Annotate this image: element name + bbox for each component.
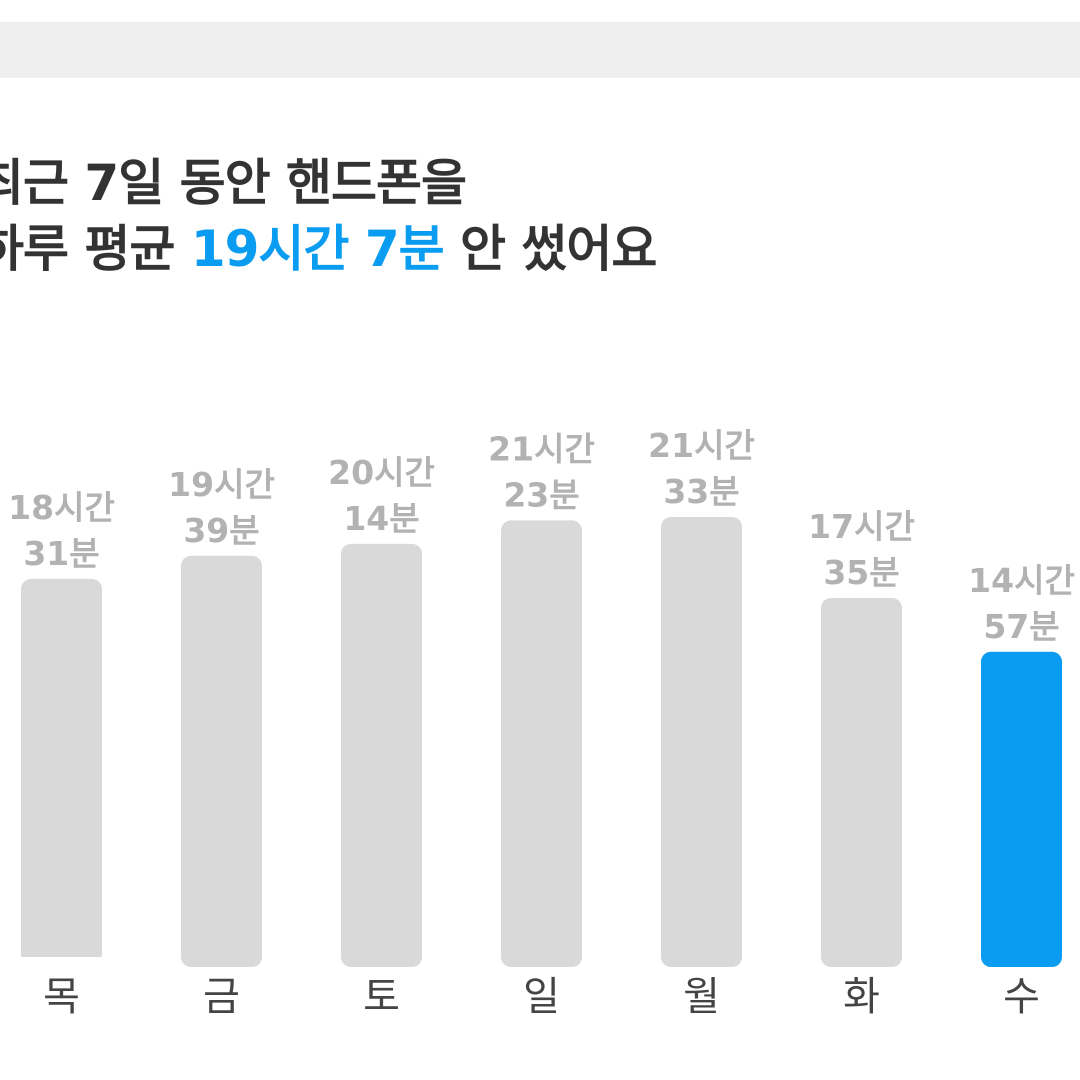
bar-토 xyxy=(341,543,422,967)
bar-일 xyxy=(501,520,582,967)
headline: 최근 7일 동안 핸드폰을 하루 평균 19시간 7분 안 썼어요 xyxy=(0,150,657,282)
bar-월 xyxy=(661,517,742,967)
value-label-hours: 14시간 xyxy=(968,561,1075,600)
day-label: 월 xyxy=(683,974,720,1020)
value-label-hours: 21시간 xyxy=(488,429,595,468)
value-label-minutes: 31분 xyxy=(23,534,99,573)
value-label-minutes: 35분 xyxy=(823,553,899,592)
average-time-highlight: 19시간 7분 xyxy=(190,220,445,278)
value-label-hours: 18시간 xyxy=(8,488,115,527)
value-label-minutes: 39분 xyxy=(183,511,259,550)
headline-suffix: 안 썼어요 xyxy=(443,220,657,278)
bar-화 xyxy=(821,597,902,967)
headline-prefix: 하루 평균 xyxy=(0,220,175,278)
value-label-minutes: 14분 xyxy=(343,499,419,538)
top-strip xyxy=(0,22,1080,78)
day-label: 금 xyxy=(203,974,240,1020)
bar-목 xyxy=(21,578,102,967)
value-label-minutes: 33분 xyxy=(663,472,739,511)
value-label-hours: 20시간 xyxy=(328,453,435,492)
day-label: 화 xyxy=(843,974,880,1020)
day-label: 수 xyxy=(1003,974,1040,1020)
headline-line-1: 최근 7일 동안 핸드폰을 xyxy=(0,154,467,212)
day-label: 목 xyxy=(43,974,80,1020)
value-label-minutes: 57분 xyxy=(983,607,1059,646)
headline-line-2: 하루 평균 19시간 7분 안 썼어요 xyxy=(0,216,657,282)
value-label-hours: 21시간 xyxy=(648,426,755,465)
bar-수 xyxy=(981,651,1062,967)
day-label: 일 xyxy=(523,974,560,1020)
day-label: 토 xyxy=(363,974,400,1020)
value-label-hours: 19시간 xyxy=(168,465,275,504)
bar-금 xyxy=(181,555,262,967)
value-label-hours: 17시간 xyxy=(808,507,915,546)
value-label-minutes: 23분 xyxy=(503,475,579,514)
